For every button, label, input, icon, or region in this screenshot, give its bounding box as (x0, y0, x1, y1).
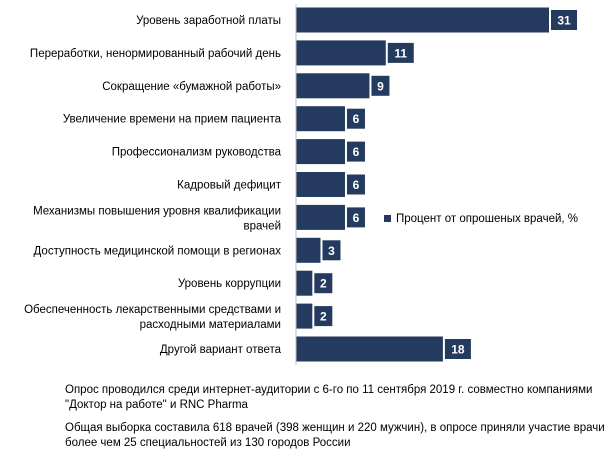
category-label: Переработки, ненормированный рабочий ден… (30, 48, 281, 60)
data-label-box (371, 75, 390, 96)
survey-note: Опрос проводился среди интернет-аудитори… (65, 384, 593, 411)
data-label-box (346, 108, 365, 129)
bar (296, 270, 313, 296)
data-label: 2 (320, 310, 327, 324)
category-label: Другой вариант ответа (160, 344, 282, 356)
category-label: Увеличение времени на прием пациента (63, 114, 282, 126)
category-label: Доступность медицинской помощи в региона… (34, 245, 282, 257)
data-label: 11 (394, 46, 407, 60)
bar (296, 40, 386, 66)
data-label: 2 (320, 277, 327, 291)
survey-note: Общая выборка составила 618 врачей (398 … (65, 422, 605, 449)
bar (296, 106, 345, 132)
data-label-box (322, 240, 341, 261)
category-label: Профессионализм руководства (112, 147, 282, 159)
category-label: Кадровый дефицит (177, 180, 282, 192)
category-label: Механизмы повышения уровня квалификации в… (33, 205, 281, 232)
bar-chart: Уровень заработной платы 31 Переработки, н… (24, 4, 578, 365)
category-label: Обеспеченность лекарственными средствами… (24, 304, 281, 331)
data-label: 9 (377, 79, 384, 93)
data-label-box (346, 141, 365, 162)
data-label-box (551, 10, 577, 30)
legend-label: Процент от опрошеных врачей, % (396, 213, 578, 225)
bar (296, 139, 345, 165)
data-label: 18 (451, 343, 465, 357)
data-label: 6 (353, 211, 360, 225)
bar (296, 336, 443, 362)
bar (296, 237, 321, 263)
data-label-box (314, 306, 333, 327)
data-label: 6 (353, 112, 360, 126)
data-label: 6 (353, 145, 360, 159)
bar (296, 172, 345, 197)
bar (296, 303, 313, 329)
category-label: Уровень заработной платы (136, 15, 281, 27)
legend-swatch (384, 215, 391, 222)
data-label-box (387, 42, 414, 63)
bar (296, 204, 345, 230)
data-label: 31 (557, 14, 571, 28)
data-label: 6 (353, 178, 360, 192)
data-label-box (444, 339, 471, 359)
data-label-box (314, 273, 333, 294)
data-label-box (346, 174, 365, 195)
data-label: 3 (328, 244, 335, 258)
category-label: Уровень коррупции (178, 278, 281, 290)
survey-notes: Опрос проводился среди интернет-аудитори… (65, 383, 610, 459)
data-label-box (346, 207, 365, 228)
bar (296, 73, 370, 99)
bar (296, 7, 549, 33)
category-label: Сокращение «бумажной работы» (102, 81, 281, 93)
